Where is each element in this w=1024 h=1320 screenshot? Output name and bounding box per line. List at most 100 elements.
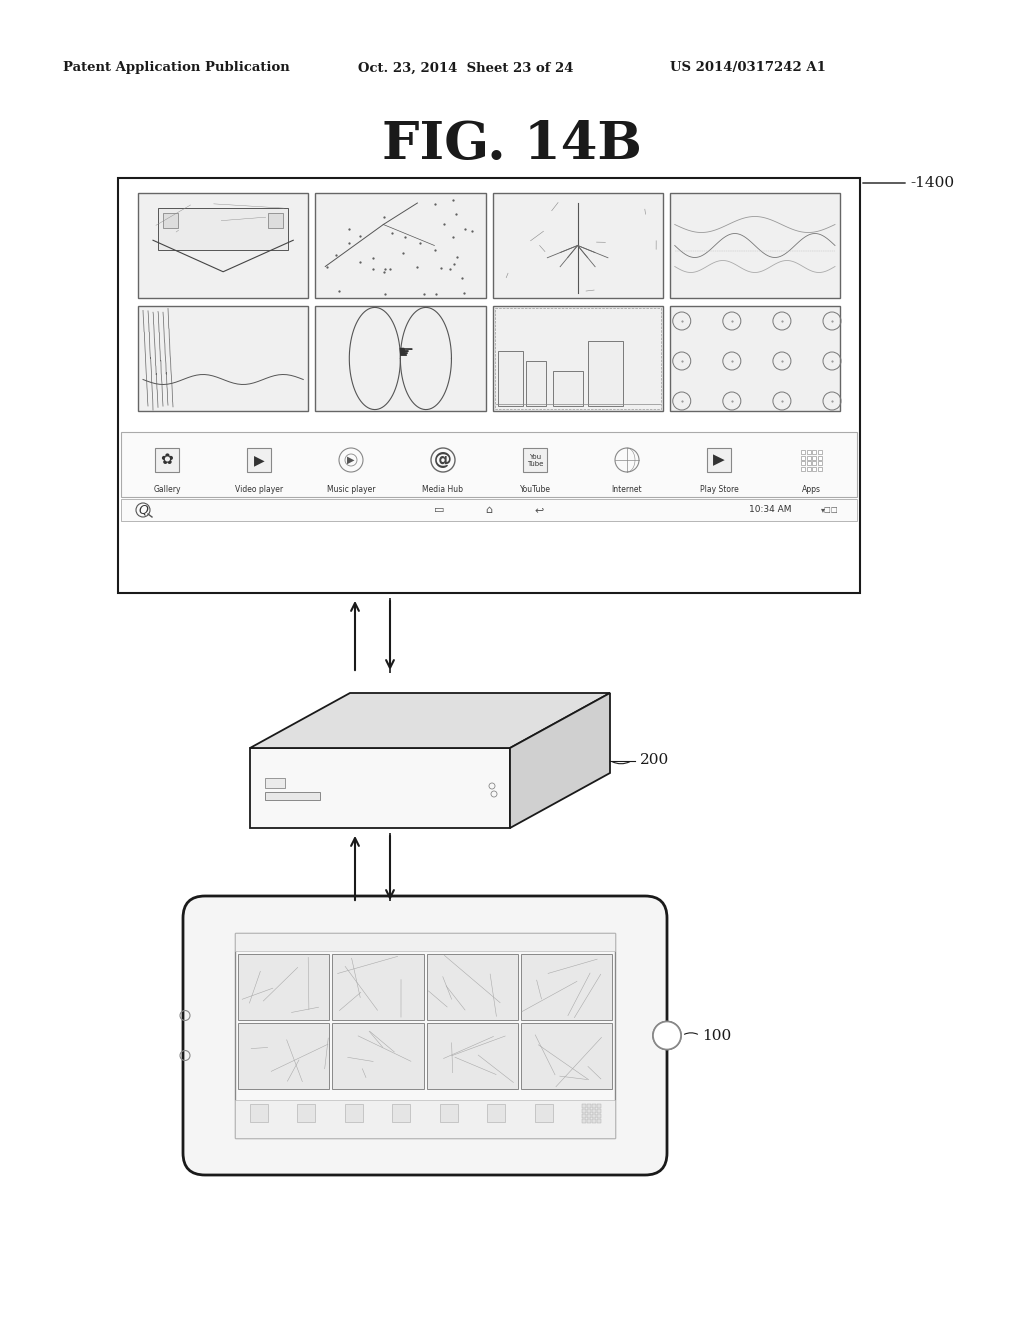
Text: US 2014/0317242 A1: US 2014/0317242 A1 <box>670 62 826 74</box>
Bar <box>265 777 285 788</box>
Text: Patent Application Publication: Patent Application Publication <box>63 62 290 74</box>
Bar <box>238 954 330 1020</box>
Text: Oct. 23, 2014  Sheet 23 of 24: Oct. 23, 2014 Sheet 23 of 24 <box>358 62 573 74</box>
Bar <box>332 954 424 1020</box>
Bar <box>234 933 615 1138</box>
Bar <box>583 1104 586 1107</box>
FancyBboxPatch shape <box>183 896 667 1175</box>
Bar <box>801 466 805 470</box>
Bar <box>247 447 271 473</box>
Text: 100: 100 <box>702 1028 731 1043</box>
Bar <box>807 466 811 470</box>
Bar <box>588 341 623 407</box>
Bar <box>817 455 821 459</box>
Bar <box>493 306 663 411</box>
Bar <box>234 933 615 950</box>
Text: Video player: Video player <box>234 484 283 494</box>
Bar <box>121 499 857 521</box>
Bar <box>812 466 816 470</box>
Text: -1400: -1400 <box>910 176 954 190</box>
Bar <box>498 351 522 407</box>
Text: You: You <box>529 454 541 459</box>
Bar <box>817 466 821 470</box>
Bar <box>427 1023 518 1089</box>
Text: ☛: ☛ <box>397 345 414 363</box>
Bar <box>238 1023 330 1089</box>
Bar <box>163 213 178 228</box>
Bar <box>807 455 811 459</box>
Text: Media Hub: Media Hub <box>423 484 464 494</box>
Text: Music player: Music player <box>327 484 375 494</box>
Bar <box>812 461 816 465</box>
Polygon shape <box>250 693 610 748</box>
Bar <box>801 455 805 459</box>
Bar <box>592 1119 596 1122</box>
Text: YouTube: YouTube <box>519 484 551 494</box>
Bar <box>535 1104 553 1122</box>
Bar <box>670 193 840 298</box>
Text: ▶: ▶ <box>713 453 725 467</box>
Text: Q: Q <box>138 503 147 516</box>
Bar <box>250 1104 267 1122</box>
Bar <box>597 1119 601 1122</box>
Bar <box>597 1114 601 1118</box>
Text: @: @ <box>434 451 452 469</box>
Bar <box>439 1104 458 1122</box>
Bar <box>807 450 811 454</box>
Bar <box>592 1114 596 1118</box>
Bar <box>297 1104 315 1122</box>
Bar <box>812 455 816 459</box>
Text: ▾☐☐: ▾☐☐ <box>821 506 839 515</box>
Bar <box>315 193 485 298</box>
Bar <box>587 1114 591 1118</box>
Bar <box>138 193 308 298</box>
Bar <box>345 1104 362 1122</box>
Text: FIG. 14B: FIG. 14B <box>382 120 642 170</box>
Bar <box>817 461 821 465</box>
Bar <box>592 1109 596 1113</box>
Bar <box>493 193 663 298</box>
Text: 200: 200 <box>640 754 670 767</box>
Polygon shape <box>510 693 610 828</box>
Bar <box>587 1104 591 1107</box>
Text: ↩: ↩ <box>535 506 544 515</box>
Bar <box>553 371 583 407</box>
Bar <box>801 461 805 465</box>
Bar <box>234 1100 615 1138</box>
Bar <box>817 450 821 454</box>
Bar <box>118 178 860 593</box>
Bar <box>587 1109 591 1113</box>
Bar <box>587 1119 591 1122</box>
Bar <box>265 792 319 800</box>
Bar <box>707 447 731 473</box>
Bar <box>155 447 179 473</box>
Text: Gallery: Gallery <box>154 484 181 494</box>
Bar <box>523 447 547 473</box>
Text: 10:34 AM: 10:34 AM <box>749 506 792 515</box>
Bar <box>801 450 805 454</box>
Text: Tube: Tube <box>526 461 543 467</box>
Bar <box>583 1119 586 1122</box>
Bar <box>597 1109 601 1113</box>
Bar <box>807 461 811 465</box>
Text: ⌂: ⌂ <box>485 506 493 515</box>
Bar <box>268 213 284 228</box>
Polygon shape <box>250 748 510 828</box>
Text: Apps: Apps <box>802 484 820 494</box>
Bar <box>583 1109 586 1113</box>
Text: ▭: ▭ <box>434 506 444 515</box>
Bar <box>315 306 485 411</box>
Text: Play Store: Play Store <box>699 484 738 494</box>
Text: ✿: ✿ <box>161 453 173 467</box>
Bar <box>392 1104 411 1122</box>
Bar <box>521 1023 612 1089</box>
Bar <box>332 1023 424 1089</box>
Text: ▶: ▶ <box>347 455 354 465</box>
Bar <box>812 450 816 454</box>
Bar <box>138 306 308 411</box>
Bar <box>521 954 612 1020</box>
Bar <box>158 209 288 251</box>
Text: Internet: Internet <box>611 484 642 494</box>
Bar <box>427 954 518 1020</box>
Bar <box>495 308 660 409</box>
